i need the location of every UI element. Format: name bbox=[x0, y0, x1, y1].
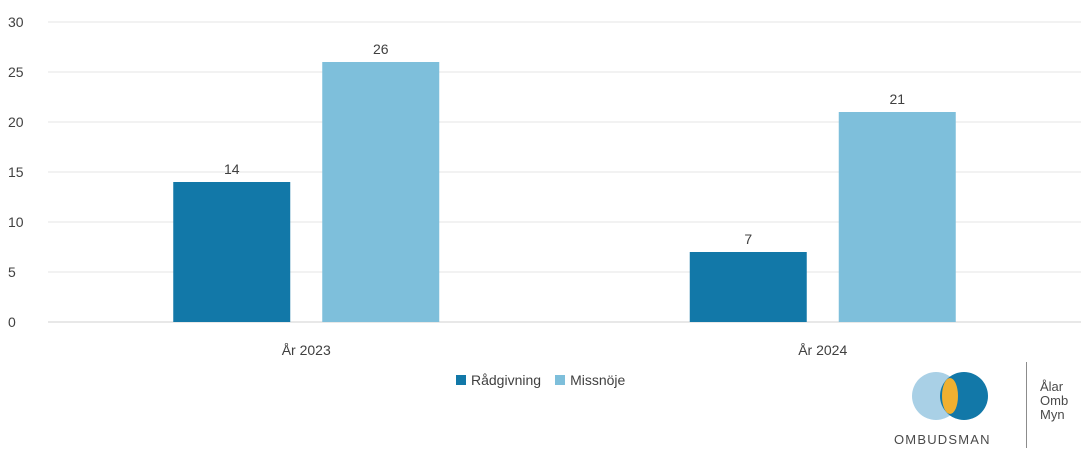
bar bbox=[689, 252, 807, 322]
legend: Rådgivning Missnöje bbox=[456, 372, 625, 388]
legend-item-radgivning: Rådgivning bbox=[456, 372, 541, 388]
y-tick-label: 30 bbox=[8, 14, 24, 30]
ombudsman-logo: OMBUDSMAN Ålar Omb Myn bbox=[880, 362, 1080, 450]
legend-item-missnoje: Missnöje bbox=[555, 372, 625, 388]
y-tick-label: 10 bbox=[8, 214, 24, 230]
bar bbox=[173, 182, 291, 322]
y-tick-label: 0 bbox=[8, 314, 16, 330]
logo-circles-icon bbox=[912, 372, 988, 420]
x-tick-label: År 2024 bbox=[798, 342, 847, 358]
logo-wordmark: OMBUDSMAN bbox=[894, 432, 991, 447]
data-label: 21 bbox=[889, 91, 905, 107]
y-tick-label: 20 bbox=[8, 114, 24, 130]
bar bbox=[322, 62, 440, 322]
bar bbox=[838, 112, 956, 322]
data-label: 7 bbox=[744, 231, 752, 247]
y-axis-ticks: 0 5 10 15 20 25 30 bbox=[8, 14, 24, 330]
legend-swatch-missnoje bbox=[555, 375, 566, 385]
y-tick-label: 15 bbox=[8, 164, 24, 180]
x-tick-label: År 2023 bbox=[282, 342, 331, 358]
logo-org-text: Ålar Omb Myn bbox=[1040, 379, 1069, 422]
data-labels: 14 26 7 21 bbox=[224, 41, 905, 247]
data-label: 26 bbox=[373, 41, 389, 57]
y-tick-label: 25 bbox=[8, 64, 24, 80]
y-tick-label: 5 bbox=[8, 264, 16, 280]
legend-swatch-radgivning bbox=[456, 375, 466, 385]
logo-divider bbox=[1026, 362, 1027, 448]
legend-label-missnoje: Missnöje bbox=[570, 372, 626, 388]
bars bbox=[173, 62, 956, 322]
data-label: 14 bbox=[224, 161, 240, 177]
legend-label-radgivning: Rådgivning bbox=[471, 372, 542, 388]
x-axis-ticks: År 2023 År 2024 bbox=[282, 342, 848, 358]
bar-chart: 0 5 10 15 20 25 30 14 26 7 21 År 2023 År 2024 bbox=[8, 14, 1081, 358]
